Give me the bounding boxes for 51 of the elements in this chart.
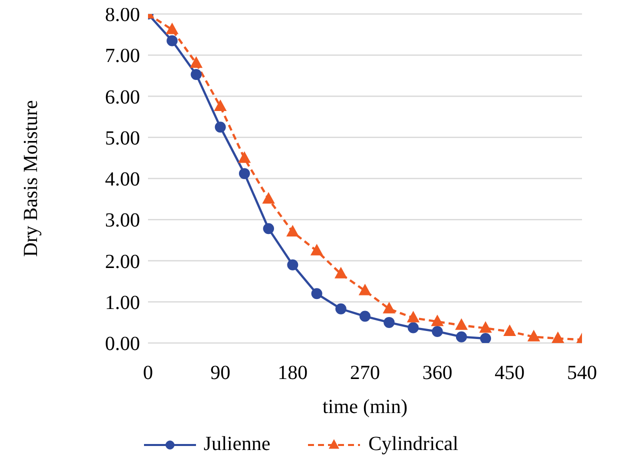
point: [238, 168, 250, 180]
y-tick-label: 4.00: [105, 168, 140, 191]
point: [456, 331, 467, 342]
point: [334, 267, 347, 278]
point: [480, 322, 492, 333]
x-axis-title: time (min): [322, 396, 408, 418]
point: [190, 56, 202, 68]
y-tick-label: 7.00: [105, 45, 140, 68]
point: [552, 332, 564, 343]
point: [360, 310, 370, 322]
x-tick-label: 90: [210, 362, 230, 384]
point: [214, 100, 226, 112]
point: [383, 302, 396, 314]
point: [432, 326, 443, 337]
point: [238, 152, 250, 163]
point: [263, 223, 274, 234]
x-tick-label: 180: [278, 362, 308, 384]
y-tick-label: 6.00: [105, 86, 140, 108]
point: [431, 315, 444, 326]
point: [286, 225, 299, 236]
point: [407, 311, 420, 322]
legend-label: Julienne: [204, 433, 270, 456]
point: [262, 192, 275, 204]
y-tick-label: 2.00: [105, 250, 140, 273]
y-axis-title: Dry Basis Moisture: [20, 100, 42, 257]
x-tick-label: 450: [494, 362, 525, 384]
x-tick-label: 0: [143, 362, 153, 384]
point: [359, 284, 371, 296]
point: [166, 35, 178, 46]
point: [335, 303, 346, 314]
y-tick-label: 8.00: [105, 4, 140, 26]
y-tick-label: 0.00: [105, 333, 140, 356]
point: [166, 23, 178, 34]
y-tick-label: 1.00: [105, 292, 140, 314]
point: [528, 330, 540, 342]
point: [310, 244, 323, 256]
x-tick-label: 540: [567, 362, 597, 384]
y-tick-label: 5.00: [105, 127, 140, 150]
point: [480, 332, 492, 343]
x-tick-label: 360: [422, 362, 452, 384]
point: [455, 318, 468, 330]
point: [287, 259, 298, 270]
point: [384, 316, 395, 328]
point: [214, 122, 226, 133]
point: [311, 288, 322, 300]
point: [190, 68, 202, 80]
point: [408, 322, 419, 334]
point: [504, 324, 516, 336]
legend-label: Cylindrical: [368, 433, 458, 456]
y-tick-label: 3.00: [105, 210, 140, 232]
x-tick-label: 270: [350, 362, 380, 384]
